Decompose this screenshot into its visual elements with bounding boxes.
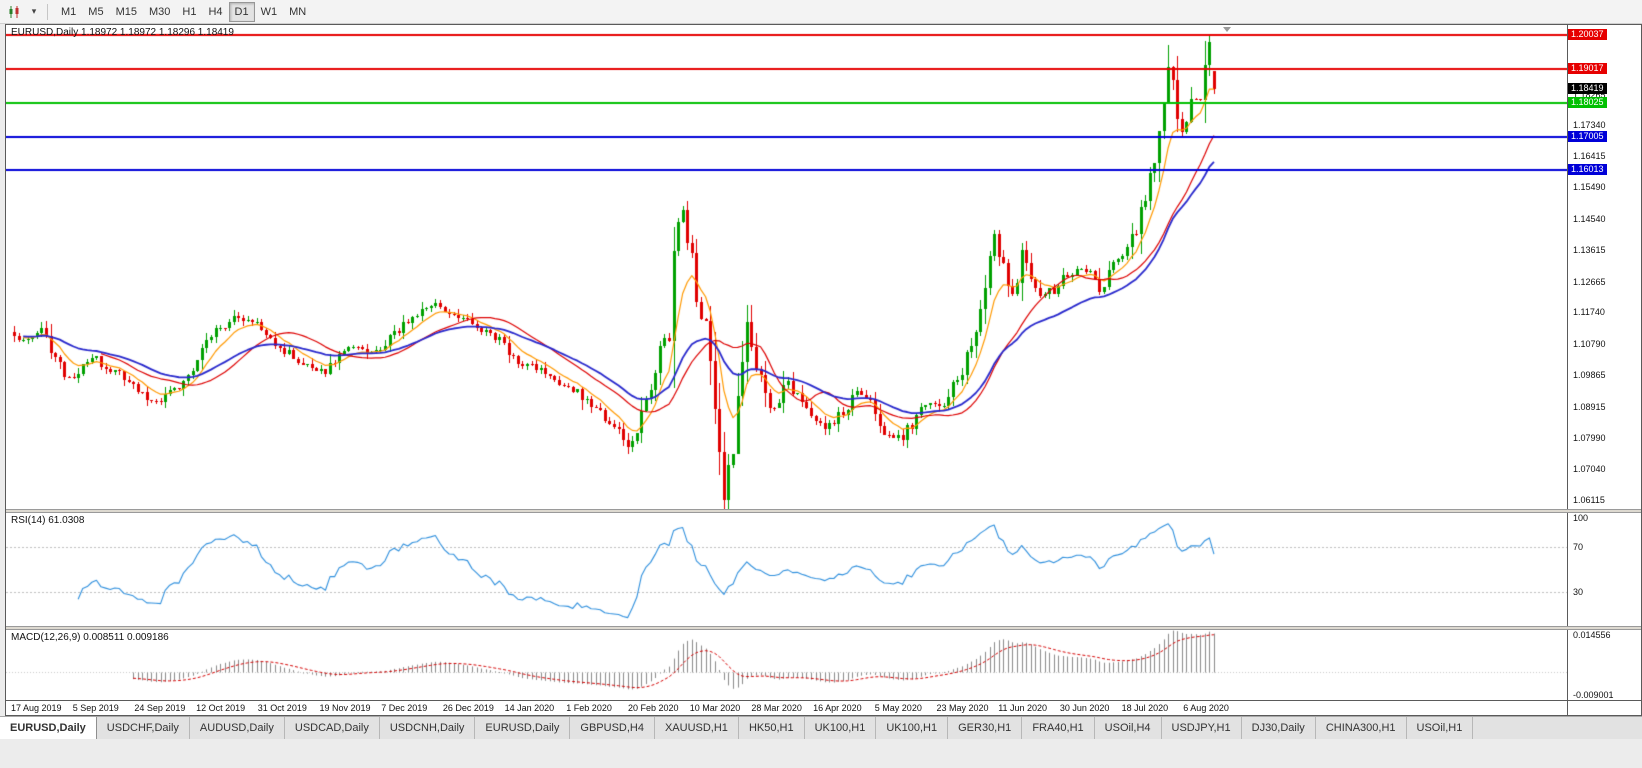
chart-tab-ger30-h1[interactable]: GER30,H1 — [948, 717, 1023, 739]
price-badge: 1.18025 — [1568, 96, 1607, 108]
price-tick: 1.09865 — [1573, 369, 1606, 380]
price-tick: 1.07040 — [1573, 464, 1606, 475]
chart-tab-usdjpy-h1[interactable]: USDJPY,H1 — [1161, 717, 1242, 739]
chart-type-dropdown-caret-icon[interactable]: ▾ — [31, 6, 37, 16]
chart-tab-usoil-h1[interactable]: USOil,H1 — [1406, 717, 1474, 739]
price-badge: 1.16013 — [1568, 163, 1607, 175]
date-label: 17 Aug 2019 — [11, 703, 62, 713]
timeframe-button-m15[interactable]: M15 — [115, 5, 137, 18]
timeframe-button-w1[interactable]: W1 — [260, 5, 278, 18]
price-tick: 1.14540 — [1573, 213, 1606, 224]
panel-separator[interactable] — [6, 509, 1641, 513]
price-tick: 1.16415 — [1573, 151, 1606, 162]
price-tick: 1.06115 — [1573, 495, 1605, 506]
price-badge: 1.17005 — [1568, 130, 1607, 142]
chart-tab-usdchf-daily[interactable]: USDCHF,Daily — [96, 717, 190, 739]
chart-tab-eurusd-daily[interactable]: EURUSD,Daily — [0, 717, 97, 739]
price-badge: 1.18419 — [1568, 83, 1607, 95]
date-label: 6 Aug 2020 — [1183, 703, 1229, 713]
date-label: 26 Dec 2019 — [442, 703, 494, 713]
chart-tab-hk50-h1[interactable]: HK50,H1 — [738, 717, 805, 739]
macd-panel: MACD(12,26,9) 0.008511 0.009186 0.014556… — [6, 630, 1641, 700]
date-label: 7 Dec 2019 — [381, 703, 428, 713]
price-tick: 1.08915 — [1573, 401, 1606, 412]
chart-tab-audusd-daily[interactable]: AUDUSD,Daily — [189, 717, 285, 739]
rsi-panel: RSI(14) 61.0308 100 70 30 — [6, 513, 1641, 626]
chart-tab-dj30-daily[interactable]: DJ30,Daily — [1241, 717, 1316, 739]
chart-tab-usdcad-daily[interactable]: USDCAD,Daily — [284, 717, 380, 739]
top-toolbar: ▾ M1 M5 M15 M30 H1 H4 D1 W1 MN — [0, 0, 1642, 24]
date-label: 24 Sep 2019 — [134, 703, 186, 713]
toolbar-divider — [47, 3, 48, 20]
rsi-chart-canvas[interactable] — [6, 513, 1567, 626]
macd-chart-canvas[interactable] — [6, 630, 1567, 700]
timeframe-button-m1[interactable]: M1 — [61, 5, 77, 18]
date-label: 14 Jan 2020 — [504, 703, 555, 713]
rsi-tick: 30 — [1573, 587, 1584, 598]
axis-corner — [1567, 701, 1641, 715]
chart-tab-uk100-h1[interactable]: UK100,H1 — [804, 717, 877, 739]
chart-tab-china300-h1[interactable]: CHINA300,H1 — [1315, 717, 1407, 739]
timeframe-button-h4[interactable]: H4 — [208, 5, 223, 18]
date-label: 30 Jun 2020 — [1059, 703, 1110, 713]
date-label: 31 Oct 2019 — [257, 703, 307, 713]
price-badge: 1.20037 — [1568, 29, 1607, 41]
rsi-axis[interactable]: 100 70 30 — [1567, 513, 1641, 626]
price-tick: 1.10790 — [1573, 339, 1606, 350]
chart-tab-usdcnh-daily[interactable]: USDCNH,Daily — [379, 717, 476, 739]
date-label: 5 May 2020 — [874, 703, 922, 713]
timeframe-toolbar: M1 M5 M15 M30 H1 H4 D1 W1 MN — [55, 1, 312, 22]
macd-tick: 0.014556 — [1573, 630, 1611, 640]
date-label: 1 Feb 2020 — [566, 703, 612, 713]
chart-type-icon[interactable] — [4, 2, 26, 22]
price-tick: 1.18265 — [1573, 89, 1606, 100]
date-label: 10 Mar 2020 — [689, 703, 741, 713]
price-tick: 1.11740 — [1573, 307, 1605, 318]
timeframe-button-d1[interactable]: D1 — [228, 1, 255, 22]
time-axis-row: 17 Aug 2019 5 Sep 2019 24 Sep 2019 12 Oct 2… — [6, 700, 1641, 715]
date-label: 18 Jul 2020 — [1121, 703, 1169, 713]
chart-tab-usoil-h4[interactable]: USOil,H4 — [1094, 717, 1162, 739]
chart-tab-xauusd-h1[interactable]: XAUUSD,H1 — [654, 717, 739, 739]
timeframe-button-mn[interactable]: MN — [289, 5, 307, 18]
date-label: 16 Apr 2020 — [813, 703, 862, 713]
date-label: 5 Sep 2019 — [72, 703, 119, 713]
price-tick: 1.13615 — [1573, 244, 1606, 255]
macd-tick: -0.009001 — [1573, 690, 1614, 700]
price-chart-canvas[interactable] — [6, 25, 1567, 509]
date-label: 20 Feb 2020 — [628, 703, 679, 713]
chart-shift-marker[interactable] — [1223, 27, 1231, 32]
date-label: 19 Nov 2019 — [319, 703, 371, 713]
price-axis[interactable]: 1.18265 1.17340 1.16415 1.15490 1.14540 1.136… — [1567, 25, 1641, 509]
date-label: 28 Mar 2020 — [751, 703, 802, 713]
price-tick: 1.17340 — [1573, 120, 1606, 131]
time-axis[interactable]: 17 Aug 2019 5 Sep 2019 24 Sep 2019 12 Oct 2… — [6, 701, 1567, 715]
timeframe-button-m30[interactable]: M30 — [148, 5, 171, 18]
chart-tab-bar: EURUSD,Daily USDCHF,Daily AUDUSD,Daily USDC… — [0, 716, 1642, 739]
chart-tab-uk100-h1[interactable]: UK100,H1 — [876, 717, 949, 739]
price-badge: 1.19017 — [1568, 63, 1607, 75]
chart-window: EURUSD,Daily 1.18972 1.18972 1.18296 1.1… — [5, 24, 1642, 716]
chart-tab-gbpusd-h4[interactable]: GBPUSD,H4 — [570, 717, 655, 739]
price-tick: 1.07990 — [1573, 432, 1606, 443]
price-tick: 1.15490 — [1573, 182, 1606, 193]
macd-axis[interactable]: 0.014556 -0.009001 — [1567, 630, 1641, 700]
chart-tab-eurusd-daily[interactable]: EURUSD,Daily — [475, 717, 571, 739]
timeframe-button-h1[interactable]: H1 — [182, 5, 197, 18]
date-label: 23 May 2020 — [936, 703, 989, 713]
rsi-tick: 70 — [1573, 541, 1584, 552]
status-strip — [0, 739, 1642, 768]
chart-tab-fra40-h1[interactable]: FRA40,H1 — [1022, 717, 1095, 739]
price-tick: 1.12665 — [1573, 276, 1606, 287]
timeframe-button-m5[interactable]: M5 — [88, 5, 104, 18]
price-panel: EURUSD,Daily 1.18972 1.18972 1.18296 1.1… — [6, 25, 1641, 509]
panel-separator[interactable] — [6, 626, 1641, 630]
rsi-tick: 100 — [1573, 513, 1589, 523]
date-label: 11 Jun 2020 — [998, 703, 1048, 713]
date-label: 12 Oct 2019 — [196, 703, 246, 713]
